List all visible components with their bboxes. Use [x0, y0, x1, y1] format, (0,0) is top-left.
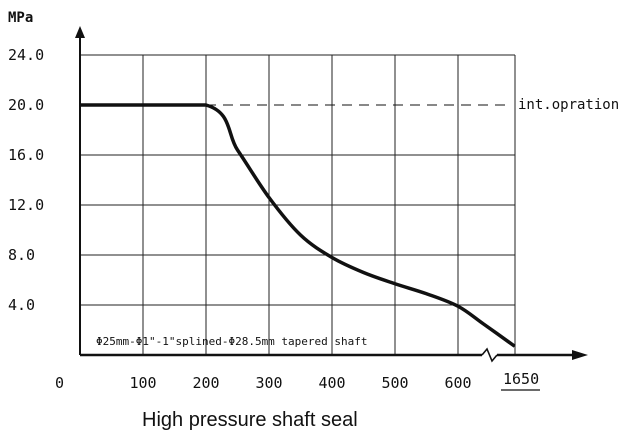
series-group	[80, 103, 516, 348]
y-tick-label: 20.0	[8, 96, 44, 114]
x-tick-label: 500	[381, 374, 408, 392]
y-tick-labels: 4.0 8.0 12.0 16.0 20.0 24.0	[8, 46, 44, 314]
x-tick-label: 600	[444, 374, 471, 392]
y-tick-label: 24.0	[8, 46, 44, 64]
reference-line-label: int.opration	[518, 97, 619, 113]
x-tick-labels: 0 100 200 300 400 500 600	[55, 374, 472, 392]
grid-lines	[80, 54, 516, 355]
chart-title: High pressure shaft seal	[142, 409, 358, 431]
x-axis-arrow	[572, 350, 588, 360]
axes	[75, 26, 588, 363]
x-axis-break-mark	[481, 347, 498, 363]
y-tick-label: 12.0	[8, 196, 44, 214]
y-axis-arrow	[75, 26, 85, 38]
series-line	[80, 103, 516, 348]
x-tick-label: 300	[255, 374, 282, 392]
x-tick-label: 100	[129, 374, 156, 392]
y-axis-unit: MPa	[8, 10, 33, 26]
x-tick-label: 200	[192, 374, 219, 392]
y-tick-label: 4.0	[8, 296, 35, 314]
y-tick-label: 8.0	[8, 246, 35, 264]
shaft-annotation: Φ25mm-Φ1"-1"splined-Φ28.5mm tapered shaf…	[96, 335, 368, 348]
x-tick-label: 400	[318, 374, 345, 392]
x-tick-label: 0	[55, 374, 64, 392]
y-tick-label: 16.0	[8, 146, 44, 164]
x-break-tick-label: 1650	[503, 370, 539, 388]
